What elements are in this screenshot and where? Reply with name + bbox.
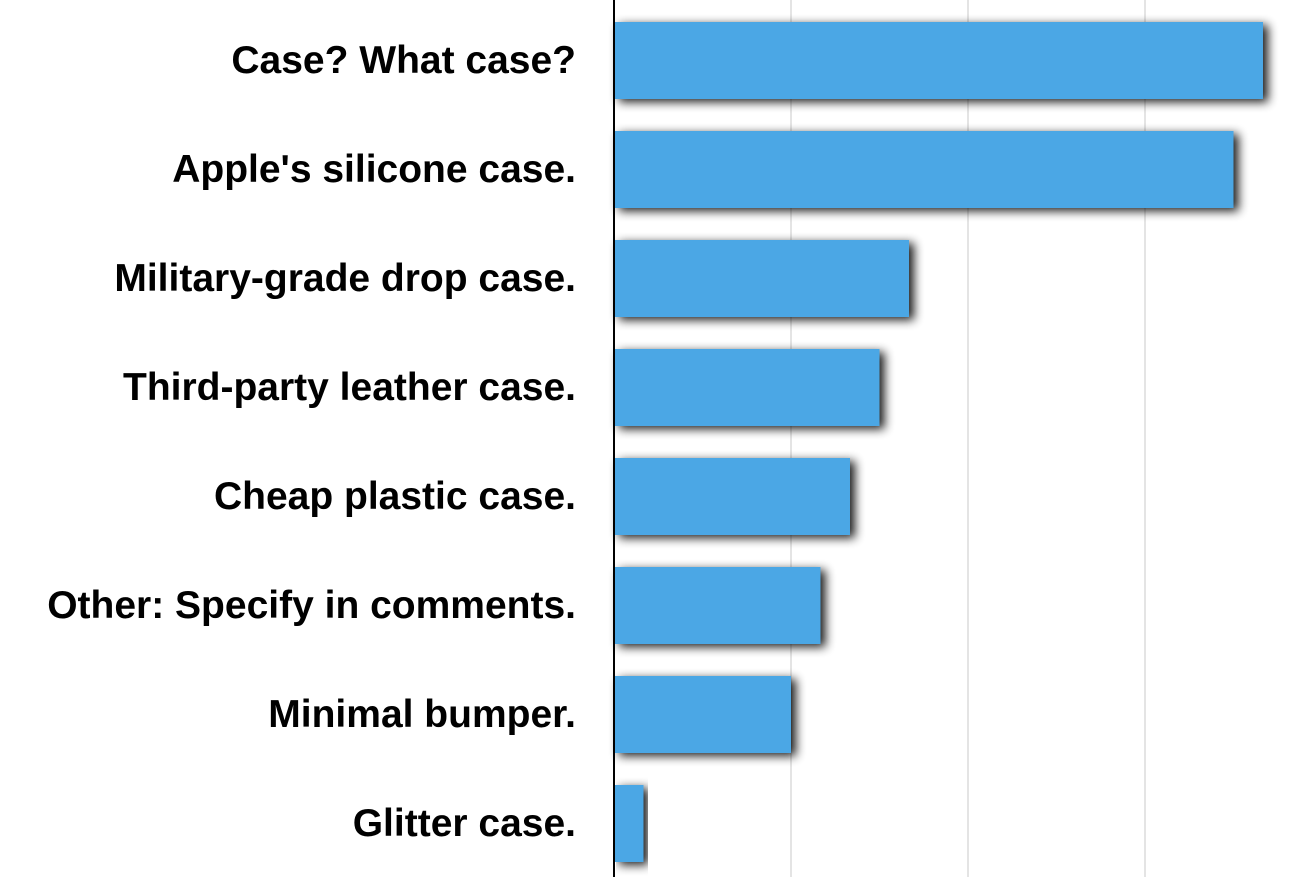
category-label-8: Glitter case. xyxy=(353,802,576,845)
category-label-7: Minimal bumper. xyxy=(268,693,576,736)
bar-6 xyxy=(614,567,821,644)
category-label-2: Apple's silicone case. xyxy=(172,148,576,191)
bar-5 xyxy=(614,458,850,535)
bar-7 xyxy=(614,676,791,753)
bar-8 xyxy=(614,785,644,862)
bar-4 xyxy=(614,349,880,426)
bar-1 xyxy=(614,22,1263,99)
category-label-1: Case? What case? xyxy=(231,39,576,82)
bars xyxy=(614,22,1263,862)
category-label-6: Other: Specify in comments. xyxy=(47,584,576,627)
bar-3 xyxy=(614,240,909,317)
category-label-4: Third-party leather case. xyxy=(123,366,576,409)
bar-2 xyxy=(614,131,1234,208)
category-label-5: Cheap plastic case. xyxy=(214,475,576,518)
category-labels: Case? What case? Apple's silicone case. Mi… xyxy=(47,39,576,845)
category-label-3: Military-grade drop case. xyxy=(114,257,576,300)
